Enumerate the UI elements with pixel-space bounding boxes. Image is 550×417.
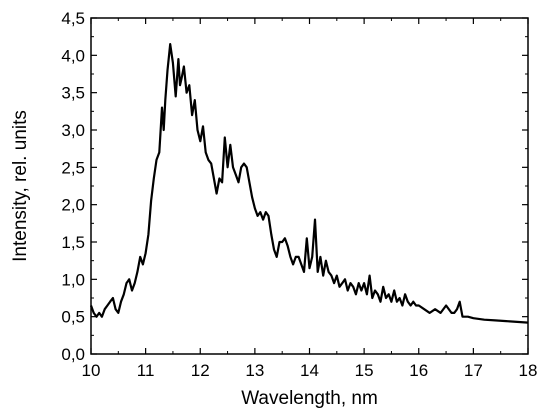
y-tick-label: 4,0 (61, 46, 85, 65)
x-tick-label: 12 (191, 361, 210, 380)
y-tick-label: 0,5 (61, 308, 85, 327)
x-tick-label: 10 (82, 361, 101, 380)
x-tick-label: 11 (137, 361, 155, 380)
y-tick-label: 3,0 (61, 121, 85, 140)
y-axis-title: Intensity, rel. units (10, 110, 31, 262)
y-tick-label: 1,5 (61, 233, 85, 252)
y-tick-label: 2,0 (61, 196, 85, 215)
x-tick-label: 17 (464, 361, 483, 380)
y-tick-label: 0,0 (61, 345, 85, 364)
y-tick-label: 4,5 (61, 9, 85, 28)
y-tick-label: 2,5 (61, 158, 85, 177)
x-tick-label: 14 (300, 361, 319, 380)
x-tick-label: 15 (355, 361, 374, 380)
x-tick-label: 18 (519, 361, 538, 380)
y-tick-label: 3,5 (61, 84, 85, 103)
series-line (89, 43, 529, 324)
x-axis-title: Wavelength, nm (241, 388, 378, 409)
y-tick-label: 1,0 (61, 270, 85, 289)
x-tick-label: 13 (245, 361, 264, 380)
plot-frame (90, 17, 529, 355)
x-tick-label: 16 (409, 361, 428, 380)
